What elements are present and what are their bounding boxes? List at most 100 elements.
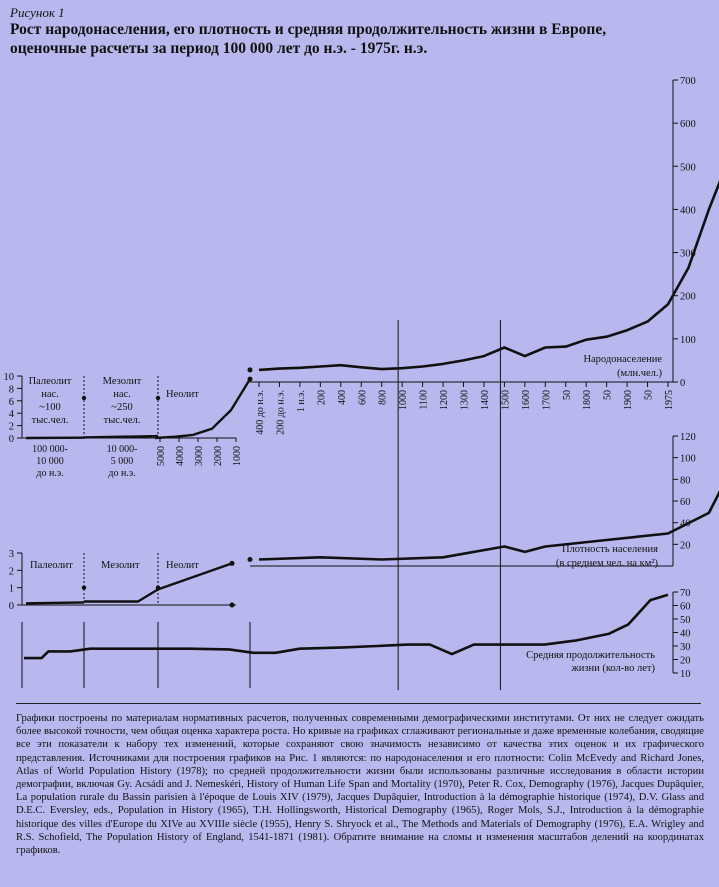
- era-label-paleolith: Палеолит: [30, 560, 73, 571]
- bce-tick-label: 3000: [194, 446, 205, 466]
- population-left-ytick-label: 10: [4, 372, 15, 383]
- density-left-ytick-label: 1: [9, 584, 14, 595]
- ce-tick-label: 1975: [664, 390, 675, 410]
- life-right-ytick-label: 70: [680, 588, 691, 599]
- population-left-ytick-label: 2: [9, 422, 14, 433]
- era-dot: [81, 395, 87, 401]
- population-left-ytick-label: 6: [9, 397, 14, 408]
- era-label-mesolith: ~250: [111, 402, 132, 413]
- density-right-ytick-label: 20: [680, 540, 691, 551]
- era-label-mesolith: Мезолит: [101, 560, 140, 571]
- ce-tick-label: 600: [357, 390, 368, 405]
- density-left-ytick-label: 0: [9, 601, 14, 612]
- population-series-label: Народонаселение: [583, 354, 662, 365]
- ce-tick-label: 400 до н.э.: [255, 390, 266, 435]
- bce-tick-label: 5000: [156, 446, 167, 466]
- population-series-label: (млн.чел.): [617, 368, 662, 379]
- ce-tick-label: 800: [378, 390, 389, 405]
- population-right-ytick-label: 700: [680, 76, 696, 87]
- era-label-mesolith: нас.: [113, 389, 131, 400]
- density-curve-paleolith: [25, 601, 85, 605]
- chart-svg: 70060050040030020010001086420Палеолитнас…: [4, 76, 719, 690]
- density-right-ytick-label: 100: [680, 454, 696, 465]
- figure-notes: Графики построены по материалам норматив…: [16, 713, 704, 857]
- ce-tick-label: 1300: [460, 390, 471, 410]
- era-label-mesolith: Мезолит: [103, 376, 142, 387]
- density-right-ytick-label: 80: [680, 475, 691, 486]
- population-curve-neolith: [154, 378, 252, 440]
- density-break-dot: [247, 557, 253, 562]
- ce-tick-label: 1600: [521, 390, 532, 410]
- figure-title: Рост народонаселения, его плотность и ср…: [10, 20, 700, 58]
- population-right-ytick-label: 200: [680, 292, 696, 303]
- density-right-ytick-label: 60: [680, 497, 691, 508]
- life-curve: [24, 593, 669, 660]
- era-label-paleolith: Палеолит: [29, 376, 72, 387]
- population-break-dot: [247, 367, 253, 373]
- bce-range-label: 10 000: [36, 456, 64, 467]
- title-line-1: Рост народонаселения, его плотность и ср…: [10, 21, 607, 38]
- era-dot: [155, 395, 161, 401]
- title-line-2: оценочные расчеты за период 100 000 лет …: [10, 40, 428, 57]
- life-right-ytick-label: 10: [680, 669, 691, 680]
- ce-tick-label: 1200: [439, 390, 450, 410]
- era-label-mesolith: тыс.чел.: [104, 415, 141, 426]
- life-right-ytick-label: 40: [680, 629, 691, 640]
- life-right-ytick-label: 60: [680, 602, 691, 613]
- density-curve-neolith: [84, 562, 233, 603]
- population-left-ytick-label: 0: [9, 434, 14, 445]
- density-series-label: Плотность населения: [562, 544, 658, 555]
- bce-tick-label: 4000: [175, 446, 186, 466]
- ce-tick-label: 1 н.э.: [296, 390, 307, 412]
- era-label-paleolith: нас.: [41, 389, 59, 400]
- ce-tick-label: 50: [603, 390, 614, 400]
- population-right-ytick-label: 100: [680, 335, 696, 346]
- population-right-ytick-label: 0: [680, 378, 685, 389]
- bce-range-label: 5 000: [111, 456, 134, 467]
- life-right-ytick-label: 20: [680, 656, 691, 667]
- population-left-ytick-label: 8: [9, 384, 14, 395]
- bce-tick-label: 2000: [213, 446, 224, 466]
- ce-tick-label: 400: [337, 390, 348, 405]
- population-curve: [258, 180, 719, 372]
- ce-tick-label: 50: [644, 390, 655, 400]
- bce-range-label: 100 000-: [32, 444, 68, 455]
- population-break-dot: [247, 376, 253, 382]
- population-right-ytick-label: 500: [680, 162, 696, 173]
- population-left-ytick-label: 4: [9, 409, 15, 420]
- population-curve-mesolith: [83, 434, 159, 439]
- era-label-paleolith: ~100: [39, 402, 60, 413]
- ce-tick-label: 1900: [623, 390, 634, 410]
- life-series-label: Средняя продолжительность: [526, 650, 655, 661]
- era-label-paleolith: тыс.чел.: [32, 415, 69, 426]
- ce-tick-label: 1000: [398, 390, 409, 410]
- era-label-neolith: Неолит: [166, 389, 199, 400]
- era-dot: [81, 585, 87, 590]
- ce-tick-label: 1700: [541, 390, 552, 410]
- ce-tick-label: 50: [562, 390, 573, 400]
- ce-tick-label: 1500: [500, 390, 511, 410]
- ce-tick-label: 1100: [419, 390, 430, 410]
- life-right-ytick-label: 30: [680, 642, 691, 653]
- density-right-ytick-label: 120: [680, 432, 696, 443]
- population-right-ytick-label: 300: [680, 249, 696, 260]
- ce-tick-label: 1400: [480, 390, 491, 410]
- notes-divider: [16, 703, 701, 704]
- ce-tick-label: 1800: [582, 390, 593, 410]
- bce-range-label: 10 000-: [107, 444, 138, 455]
- population-right-ytick-label: 600: [680, 119, 696, 130]
- density-left-ytick-label: 3: [9, 549, 14, 560]
- density-break-dot: [229, 560, 235, 566]
- population-right-ytick-label: 400: [680, 205, 696, 216]
- era-label-neolith: Неолит: [166, 560, 199, 571]
- ce-tick-label: 200 до н.э.: [275, 390, 286, 435]
- bce-range-label: до н.э.: [36, 468, 63, 479]
- figure-label: Рисунок 1: [10, 5, 65, 20]
- bce-tick-label: 1000: [232, 446, 243, 466]
- density-curve: [258, 490, 719, 561]
- density-left-ytick-label: 2: [9, 566, 14, 577]
- density-break-dot: [229, 602, 235, 608]
- ce-tick-label: 200: [316, 390, 327, 405]
- life-series-label: жизни (кол-во лет): [570, 663, 655, 674]
- bce-range-label: до н.э.: [108, 468, 135, 479]
